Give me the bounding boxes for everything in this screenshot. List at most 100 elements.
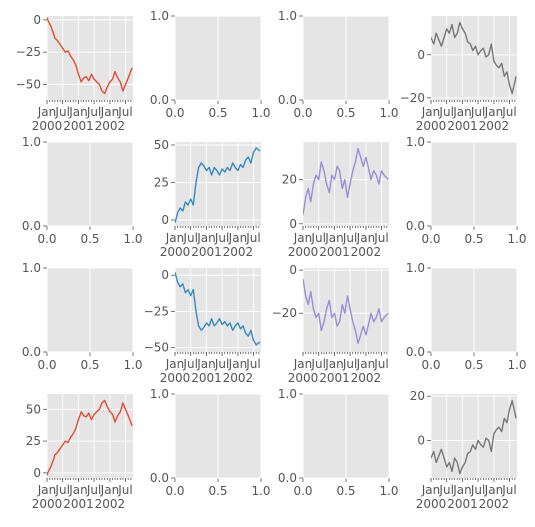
x-tick-label: 2000 [416,497,447,511]
y-tick-label: 1.0 [22,135,41,149]
x-tick-label: 0.0 [421,232,440,246]
x-tick-label: Jan [324,357,344,371]
series-line-A [47,399,133,476]
x-tick-label: Jan [196,231,216,245]
x-tick-label: 1.0 [379,484,398,498]
x-tick-label: 2000 [288,371,319,385]
series-line-D [431,399,517,475]
y-tick-label: 1.0 [406,261,425,275]
x-tick-label: 0.5 [464,358,483,372]
series-line-C [303,147,389,216]
y-tick-label: 0.0 [406,345,425,359]
x-tick-label: Jul [342,231,357,245]
x-tick-label: Jan [165,231,185,245]
y-tick-label: 0 [161,268,169,282]
y-tick-label: −25 [144,304,169,318]
x-tick-label: Jan [356,231,376,245]
x-tick-label: Jul [310,357,325,371]
plot-area [175,142,261,226]
subplot-r1-c0: 0.0 0.5 1.0 0.0 1.0 [22,135,143,246]
y-tick-label: 0 [289,263,297,277]
y-tick-label: 0 [289,217,297,231]
series-line-A [47,17,133,95]
subplot-r0-c2: 0.0 0.5 1.0 0.0 1.0 [278,9,399,120]
subplot-r3-c2: 0.0 0.5 1.0 0.0 1.0 [278,387,399,498]
x-tick-label: Jul [501,105,516,119]
x-tick-label: 0.0 [37,358,56,372]
x-tick-label: 1.0 [251,106,270,120]
x-tick-label: 0.5 [336,484,355,498]
plot-area [47,16,133,100]
y-tick-label: −20 [272,306,297,320]
x-tick-label: Jul [117,483,132,497]
x-tick-label: Jul [438,105,453,119]
x-tick-label: Jan [293,357,313,371]
subplot-r3-c1: 0.0 0.5 1.0 0.0 1.0 [150,387,271,498]
x-tick-label: Jul [182,357,197,371]
y-tick-label: 0 [417,48,425,62]
x-tick-label: 0.0 [421,358,440,372]
y-tick-label: 1.0 [150,9,169,23]
x-tick-label: 0.5 [208,106,227,120]
x-tick-label: Jul [245,231,260,245]
y-tick-label: −50 [144,341,169,355]
plot-area [431,16,517,100]
y-tick-label: 1.0 [278,9,297,23]
x-tick-label: 2002 [479,497,510,511]
x-tick-label: 2001 [63,497,94,511]
x-tick-label: Jan [68,105,88,119]
x-tick-label: Jan [100,483,120,497]
x-tick-label: Jul [54,105,69,119]
x-tick-label: Jan [293,231,313,245]
series-line-B [175,272,261,346]
x-tick-label: 0.0 [165,106,184,120]
y-tick-label: 50 [26,402,41,416]
x-tick-label: 0.5 [208,484,227,498]
y-tick-label: 0.0 [22,219,41,233]
x-tick-label: Jul [54,483,69,497]
plot-area [47,394,133,478]
y-tick-label: −25 [16,45,41,59]
y-tick-label: 0.0 [406,219,425,233]
x-tick-label: 2000 [160,245,191,259]
x-tick-label: Jan [100,105,120,119]
x-tick-label: Jan [356,357,376,371]
x-tick-label: 2001 [63,119,94,133]
x-tick-label: Jan [37,483,57,497]
x-tick-label: 1.0 [251,484,270,498]
x-tick-label: Jul [470,105,485,119]
x-tick-label: 0.0 [37,232,56,246]
subplot-r1-c3: 0.0 0.5 1.0 0.0 1.0 [406,135,527,246]
y-tick-label: 0 [33,13,41,27]
x-tick-label: 0.5 [80,358,99,372]
y-tick-label: 1.0 [278,387,297,401]
x-tick-label: Jul [373,231,388,245]
y-tick-label: 0 [33,466,41,480]
x-tick-label: Jan [324,231,344,245]
x-tick-label: 2000 [160,371,191,385]
x-tick-label: 2002 [351,245,382,259]
x-tick-label: 0.5 [464,232,483,246]
x-tick-label: 1.0 [379,106,398,120]
x-tick-label: Jan [228,357,248,371]
y-tick-label: 0.0 [150,93,169,107]
y-tick-label: 0 [161,213,169,227]
x-tick-label: 2002 [479,119,510,133]
subplot-r2-c3: 0.0 0.5 1.0 0.0 1.0 [406,261,527,372]
y-tick-label: 25 [26,434,41,448]
x-tick-label: 0.0 [165,484,184,498]
y-tick-label: 1.0 [406,135,425,149]
series-line-D [431,21,517,95]
x-tick-label: 2002 [95,119,126,133]
x-tick-label: 2002 [351,371,382,385]
x-tick-label: 0.0 [293,484,312,498]
x-tick-label: Jul [501,483,516,497]
x-tick-label: 2001 [319,371,350,385]
y-tick-label: 20 [410,389,425,403]
x-tick-label: 0.0 [293,106,312,120]
y-tick-label: 0.0 [278,93,297,107]
